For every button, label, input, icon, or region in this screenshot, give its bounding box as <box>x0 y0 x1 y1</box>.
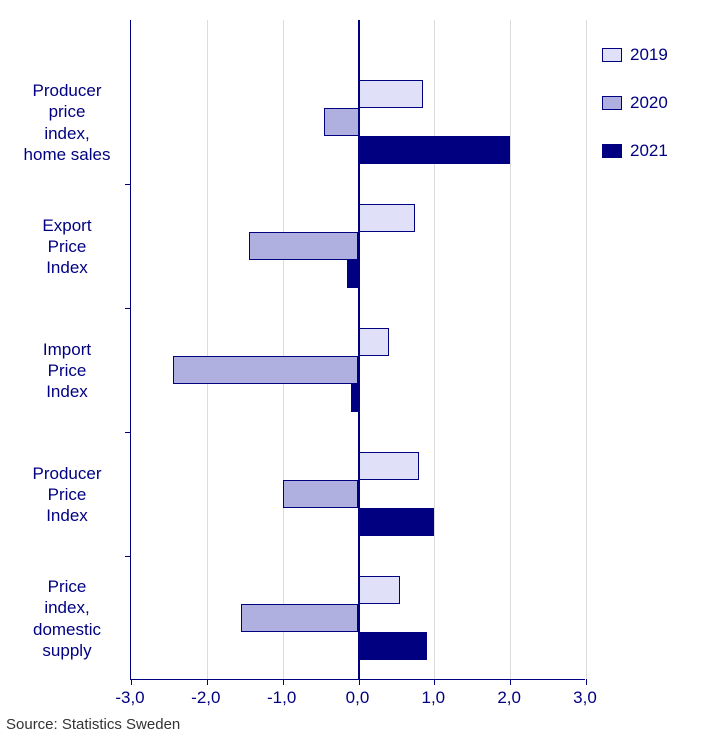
bar-domestic-2019 <box>359 576 401 604</box>
legend-label-2020: 2020 <box>630 93 668 113</box>
gridline <box>586 20 587 679</box>
bar-ppi_home-2020 <box>324 108 358 136</box>
x-tick-mark <box>207 679 208 685</box>
bar-ppi-2020 <box>283 480 359 508</box>
legend-item-2019: 2019 <box>602 45 668 65</box>
legend-item-2020: 2020 <box>602 93 668 113</box>
x-tick-label: 1,0 <box>408 688 458 708</box>
bar-ppi_home-2021 <box>359 136 511 164</box>
bar-export-2020 <box>249 232 359 260</box>
bar-domestic-2021 <box>359 632 427 660</box>
gridline <box>434 20 435 679</box>
x-tick-label: -2,0 <box>181 688 231 708</box>
bar-ppi-2021 <box>359 508 435 536</box>
bar-export-2019 <box>359 204 416 232</box>
legend-swatch-2019 <box>602 48 622 62</box>
bar-import-2020 <box>173 356 359 384</box>
y-tick-mark <box>125 432 131 433</box>
plot-area <box>130 20 585 680</box>
legend-item-2021: 2021 <box>602 141 668 161</box>
y-category-label-ppi_home: Producerpriceindex,home sales <box>12 80 122 165</box>
y-tick-mark <box>125 308 131 309</box>
legend-label-2021: 2021 <box>630 141 668 161</box>
bar-domestic-2020 <box>241 604 359 632</box>
chart-container: 2019 2020 2021 Source: Statistics Sweden -… <box>0 0 709 738</box>
legend-swatch-2020 <box>602 96 622 110</box>
x-tick-label: -3,0 <box>105 688 155 708</box>
x-tick-label: 0,0 <box>333 688 383 708</box>
y-category-label-ppi: ProducerPriceIndex <box>12 463 122 527</box>
legend-swatch-2021 <box>602 144 622 158</box>
gridline <box>207 20 208 679</box>
x-tick-mark <box>434 679 435 685</box>
source-text: Source: Statistics Sweden <box>6 716 180 733</box>
y-category-label-import: ImportPriceIndex <box>12 339 122 403</box>
gridline <box>510 20 511 679</box>
x-tick-label: -1,0 <box>257 688 307 708</box>
x-tick-mark <box>131 679 132 685</box>
y-category-label-export: ExportPriceIndex <box>12 215 122 279</box>
x-tick-mark <box>510 679 511 685</box>
legend: 2019 2020 2021 <box>602 45 668 189</box>
bar-ppi-2019 <box>359 452 420 480</box>
bar-export-2021 <box>347 260 358 288</box>
y-tick-mark <box>125 184 131 185</box>
bar-ppi_home-2019 <box>359 80 423 108</box>
legend-label-2019: 2019 <box>630 45 668 65</box>
bar-import-2019 <box>359 328 389 356</box>
gridline <box>283 20 284 679</box>
bar-import-2021 <box>351 384 359 412</box>
y-category-label-domestic: Priceindex,domesticsupply <box>12 576 122 661</box>
x-tick-mark <box>586 679 587 685</box>
x-tick-mark <box>359 679 360 685</box>
x-tick-label: 2,0 <box>484 688 534 708</box>
x-tick-label: 3,0 <box>560 688 610 708</box>
x-tick-mark <box>283 679 284 685</box>
y-tick-mark <box>125 556 131 557</box>
